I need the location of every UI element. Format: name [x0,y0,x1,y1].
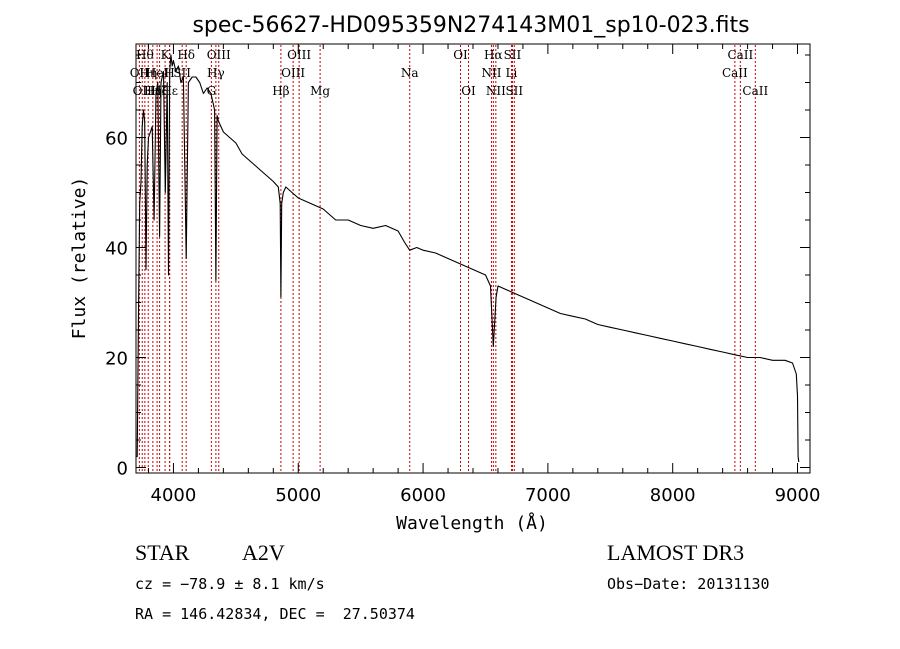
line-marker-label-15: Hβ [272,84,289,98]
line-marker-label-26: SII [504,48,522,62]
line-marker-label-13: Hγ [207,66,225,80]
line-marker-label-1: OII [133,84,153,98]
line-marker-labels: OIIOIIHθHηHηHeIHζKHHεSIIHδGHγOIIIHβOIIIO… [130,48,769,98]
x-axis-ticks: 4000 5000 6000 7000 8000 9000 [147,44,821,506]
x-axis-label: Wavelength (Å) [396,512,548,534]
line-marker-label-22: NII [481,66,501,80]
y-tick-label-3: 60 [105,129,128,150]
observation-date: Obs−Date: 20131130 [607,575,770,593]
line-marker-label-17: OIII [287,48,311,62]
line-marker-label-24: NII [486,84,506,98]
x-tick-label-4: 8000 [650,485,696,506]
line-marker-label-7: K [161,48,171,62]
line-marker-label-28: CaII [722,66,748,80]
line-marker-label-19: Na [401,66,419,80]
line-marker-label-18: Mg [310,84,330,98]
line-marker-label-23: Hα [484,48,503,62]
sky-coordinates: RA = 146.42834, DEC = 27.50374 [135,605,415,623]
line-marker-label-2: Hθ [136,48,154,62]
line-marker-label-3: Hη [139,66,157,80]
object-class: STAR [135,540,190,565]
survey-name: LAMOST DR3 [607,540,745,565]
line-marker-label-29: CaII [727,48,753,62]
plot-frame [135,43,811,474]
y-axis-label: Flux (relative) [69,177,90,340]
x-tick-label-2: 6000 [400,485,446,506]
line-marker-label-12: G [207,84,217,98]
x-tick-label-1: 5000 [275,485,321,506]
line-marker-label-25: Li [506,66,518,80]
y-tick-label-1: 20 [105,349,128,370]
x-tick-label-5: 9000 [775,485,821,506]
object-subclass: A2V [242,540,285,565]
line-marker-label-20: OI [453,48,468,62]
line-marker-label-11: Hδ [177,48,195,62]
line-markers [138,45,756,472]
line-marker-label-10: SII [173,66,191,80]
x-tick-label-0: 4000 [151,485,197,506]
line-marker-label-30: CaII [742,84,768,98]
redshift-velocity: cz = −78.9 ± 8.1 km/s [135,575,325,593]
flux-series-line [136,54,800,463]
y-axis-ticks: 0 20 40 60 [105,54,810,480]
chart-title: spec-56627-HD095359N274143M01_sp10-023.f… [192,13,749,38]
y-tick-label-2: 40 [105,239,128,260]
line-marker-label-16: OIII [281,66,305,80]
line-marker-label-14: OIII [207,48,231,62]
line-marker-label-0: OII [130,66,150,80]
line-marker-label-21: OI [461,84,476,98]
x-tick-label-3: 7000 [525,485,571,506]
y-tick-label-0: 0 [117,459,128,480]
line-marker-label-27: SII [505,84,523,98]
